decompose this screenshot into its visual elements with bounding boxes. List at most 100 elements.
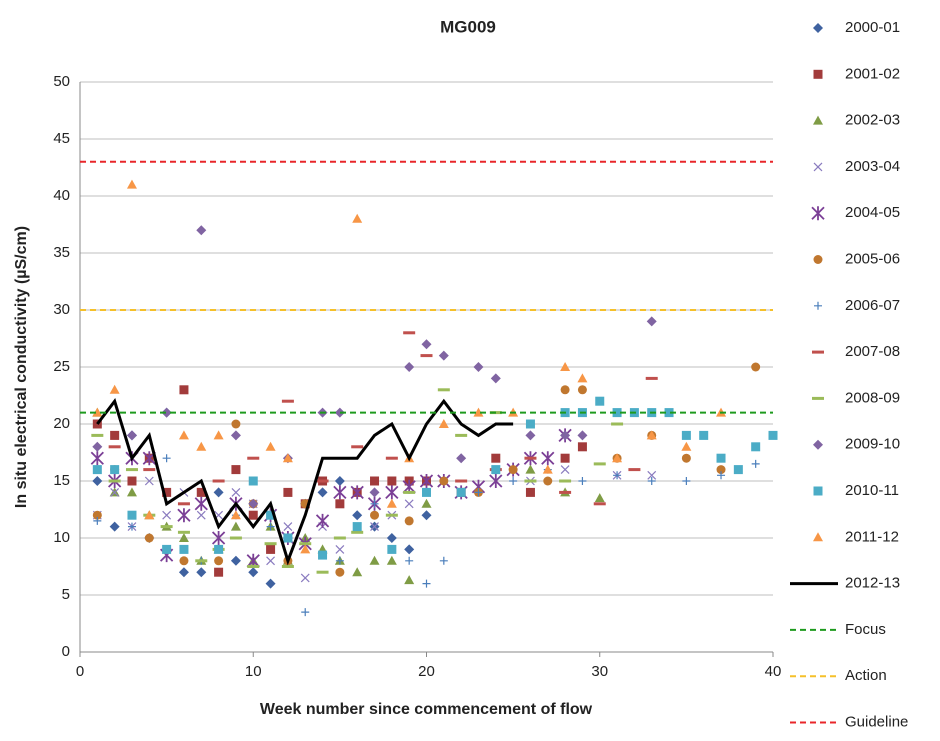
marker-dash xyxy=(143,468,156,472)
marker-triangle xyxy=(92,407,103,417)
marker-square xyxy=(422,487,431,497)
marker-triangle xyxy=(813,115,823,125)
marker-triangle xyxy=(542,464,553,474)
marker-square xyxy=(387,476,397,486)
marker-diamond xyxy=(813,439,823,450)
marker-square xyxy=(352,522,362,532)
marker-dash xyxy=(385,456,398,460)
marker-circle xyxy=(560,385,570,395)
marker-dash xyxy=(812,350,824,354)
marker-x xyxy=(110,487,120,497)
marker-triangle xyxy=(525,464,536,474)
marker-plus xyxy=(439,556,448,565)
marker-dash xyxy=(264,542,277,546)
marker-x xyxy=(162,510,172,520)
marker-square xyxy=(387,544,397,554)
legend-label: 2012-13 xyxy=(845,575,900,592)
marker-dash xyxy=(333,536,346,540)
marker-circle xyxy=(231,419,241,429)
y-tick-label: 50 xyxy=(53,73,70,90)
marker-diamond xyxy=(248,498,259,509)
marker-diamond xyxy=(404,544,415,555)
marker-dash xyxy=(403,490,416,494)
legend-label: 2008-09 xyxy=(845,389,900,406)
chart-title: MG009 xyxy=(440,17,496,36)
marker-triangle xyxy=(352,213,363,223)
marker-asterisk xyxy=(350,485,364,500)
marker-circle xyxy=(214,556,224,566)
marker-triangle xyxy=(386,498,397,508)
marker-square xyxy=(525,419,535,429)
marker-square xyxy=(110,430,120,440)
marker-square xyxy=(283,487,293,497)
marker-triangle xyxy=(178,533,189,542)
marker-triangle xyxy=(813,532,823,542)
y-tick-label: 0 xyxy=(62,643,70,660)
marker-diamond xyxy=(161,407,172,418)
marker-square xyxy=(681,430,691,440)
marker-square xyxy=(127,476,137,486)
marker-dash xyxy=(524,456,537,460)
marker-square xyxy=(751,442,761,452)
marker-diamond xyxy=(421,510,432,521)
marker-circle xyxy=(813,255,823,264)
marker-dash xyxy=(160,525,173,529)
y-tick-label: 45 xyxy=(53,130,70,147)
marker-dash xyxy=(316,479,329,483)
marker-square xyxy=(266,544,276,554)
marker-diamond xyxy=(109,521,120,532)
marker-circle xyxy=(404,516,414,526)
marker-dash xyxy=(91,433,104,437)
marker-triangle xyxy=(144,510,155,520)
marker-x xyxy=(813,162,823,172)
marker-square xyxy=(231,465,241,475)
marker-square xyxy=(179,544,189,554)
marker-diamond xyxy=(421,339,432,350)
marker-circle xyxy=(144,533,154,543)
legend-label: 2010-11 xyxy=(845,482,899,499)
marker-plus xyxy=(93,516,102,525)
marker-square xyxy=(491,465,501,475)
marker-square xyxy=(248,510,258,520)
series-line xyxy=(96,397,514,566)
marker-dash xyxy=(628,468,641,472)
marker-triangle xyxy=(178,430,189,440)
marker-square xyxy=(127,510,137,520)
marker-circle xyxy=(335,567,345,577)
marker-circle xyxy=(716,465,726,475)
marker-x xyxy=(560,465,570,475)
marker-dash xyxy=(351,445,364,449)
y-tick-label: 40 xyxy=(53,187,70,204)
marker-square xyxy=(456,487,466,497)
marker-dash xyxy=(559,479,572,483)
marker-dash xyxy=(812,396,824,400)
legend-label: 2009-10 xyxy=(845,436,900,453)
marker-triangle xyxy=(646,430,657,440)
marker-diamond xyxy=(178,567,189,578)
marker-diamond xyxy=(386,533,397,543)
marker-triangle xyxy=(230,510,241,520)
y-tick-label: 10 xyxy=(53,529,70,546)
marker-square xyxy=(283,533,293,543)
marker-plus xyxy=(717,471,726,480)
marker-square xyxy=(162,487,172,497)
x-axis-label: Week number since commencement of flow xyxy=(260,701,593,718)
marker-dash xyxy=(437,388,450,392)
marker-triangle xyxy=(196,441,207,451)
marker-dash xyxy=(316,570,329,574)
legend-label: 2004-05 xyxy=(845,204,900,221)
marker-triangle xyxy=(560,362,571,371)
marker-dash xyxy=(108,445,121,449)
marker-asterisk xyxy=(811,206,825,221)
marker-square xyxy=(318,550,328,560)
marker-circle xyxy=(543,476,553,486)
marker-dash xyxy=(593,462,606,466)
marker-plus xyxy=(127,522,136,531)
marker-triangle xyxy=(438,419,449,428)
marker-circle xyxy=(751,362,761,372)
y-tick-label: 20 xyxy=(53,415,70,432)
legend-label: Guideline xyxy=(845,713,908,730)
marker-diamond xyxy=(473,362,484,372)
marker-diamond xyxy=(334,476,345,486)
legend-label: 2006-07 xyxy=(845,297,900,314)
